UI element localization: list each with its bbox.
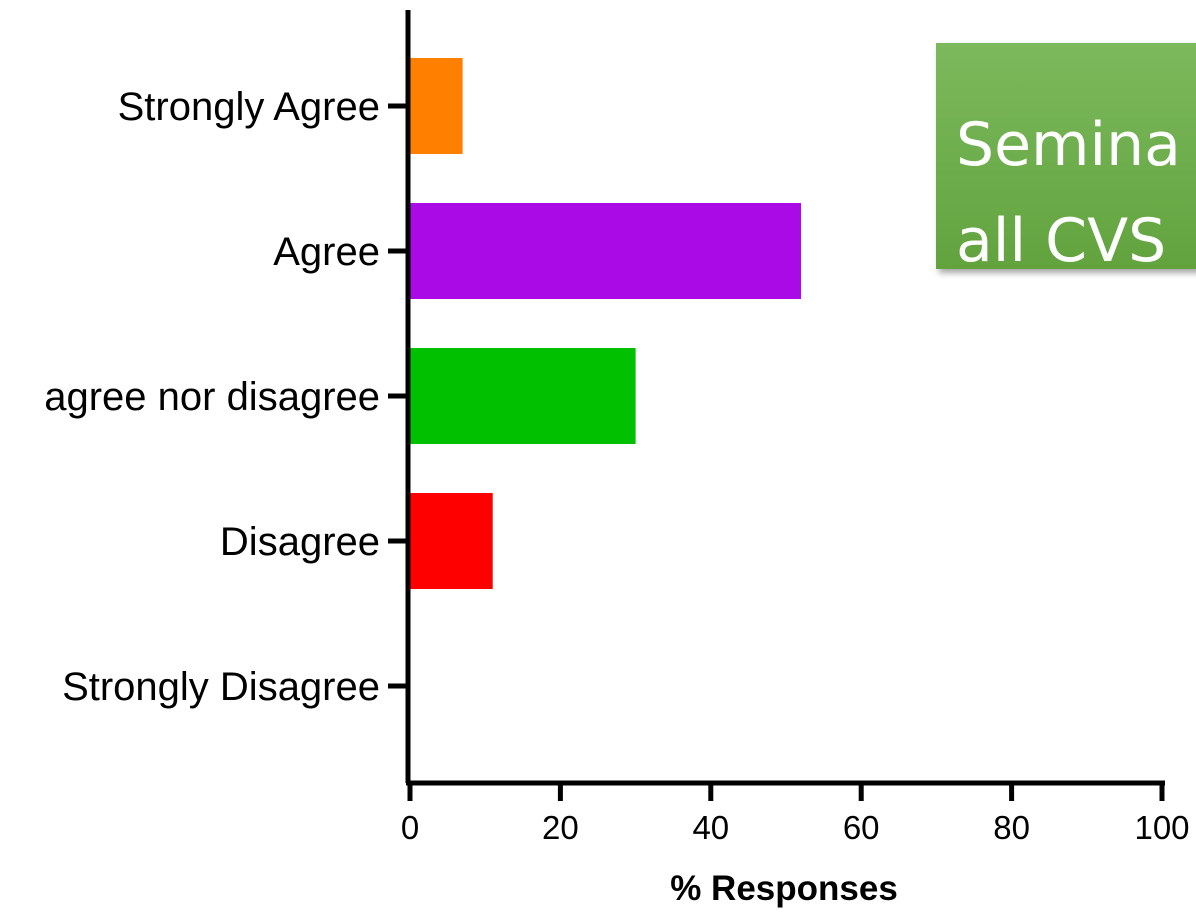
category-label-neither-agree-nor-disagree: agree nor disagree <box>44 375 380 419</box>
bar-disagree <box>410 493 493 589</box>
callout-line-1: Semina <box>956 110 1181 180</box>
callout-line-2: all CVS <box>956 206 1167 269</box>
bar-strongly-agree <box>410 58 463 154</box>
bar-neither-agree-nor-disagree <box>410 348 636 444</box>
x-tick-label-40: 40 <box>692 809 729 846</box>
category-labels: Strongly Agree Agree agree nor disagree Dis… <box>44 85 380 709</box>
x-tick-label-100: 100 <box>1134 809 1189 846</box>
category-label-strongly-agree: Strongly Agree <box>118 85 380 129</box>
category-ticks <box>388 103 408 689</box>
x-tick-label-0: 0 <box>401 809 419 846</box>
x-axis-title: % Responses <box>670 869 898 908</box>
bars-group <box>410 58 802 589</box>
bar-agree <box>410 203 802 299</box>
x-tick-label-80: 80 <box>993 809 1030 846</box>
category-label-strongly-disagree: Strongly Disagree <box>62 665 380 709</box>
green-callout-box: Semina all CVS <box>936 43 1196 269</box>
category-label-agree: Agree <box>273 230 380 274</box>
x-tick-label-60: 60 <box>843 809 880 846</box>
x-axis-tick-labels: 0 20 40 60 80 100 <box>401 809 1190 846</box>
x-tick-label-20: 20 <box>542 809 579 846</box>
x-axis-ticks <box>407 783 1165 801</box>
category-label-disagree: Disagree <box>220 520 380 564</box>
